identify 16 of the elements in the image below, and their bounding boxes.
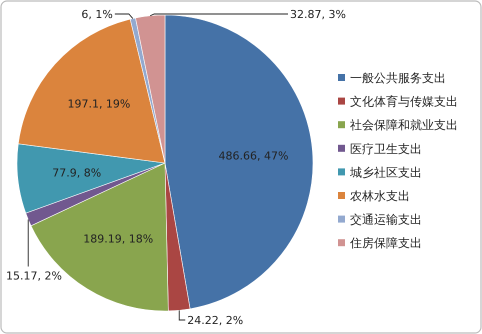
data-label: 24.22, 2% — [187, 314, 244, 327]
legend-label: 城乡社区支出 — [349, 165, 422, 180]
data-label: 486.66, 47% — [218, 149, 288, 162]
data-label: 77.9, 8% — [52, 166, 102, 180]
data-label: 189.19, 18% — [83, 232, 154, 246]
legend-label: 住房保障支出 — [349, 236, 422, 250]
data-label: 32.87, 3% — [290, 8, 346, 21]
legend-label: 社会保障和就业支出 — [350, 118, 458, 132]
data-label: 197.1, 19% — [67, 98, 130, 111]
legend-label: 文化体育与传媒支出 — [350, 94, 458, 109]
legend-label: 农林水支出 — [350, 189, 410, 203]
legend-label: 一般公共服务支出 — [350, 71, 446, 85]
legend-label: 医疗卫生支出 — [350, 142, 422, 156]
data-label: 6, 1% — [81, 8, 113, 21]
legend-label: 交通运输支出 — [350, 212, 422, 227]
data-label: 15.17, 2% — [6, 270, 62, 283]
